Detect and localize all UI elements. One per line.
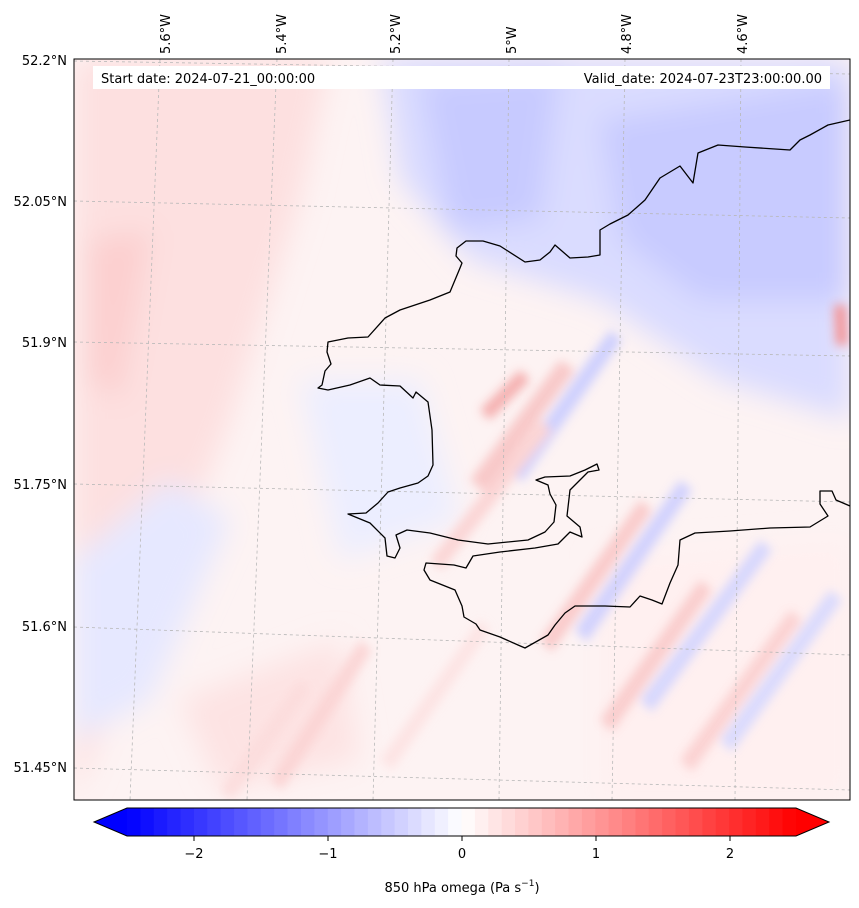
lat-label: 52.2°N: [22, 54, 67, 69]
colorbar-title: 850 hPa omega (Pa s−1): [384, 879, 539, 896]
colorbar-cells: [127, 808, 797, 836]
longitude-labels: 5.6°W 5.4°W 5.2°W 5°W 4.8°W 4.6°W: [159, 14, 751, 54]
colorbar-cell: [742, 808, 757, 836]
latitude-labels: 52.2°N 52.05°N 51.9°N 51.75°N 51.6°N 51.…: [14, 54, 67, 776]
colorbar-extend-low: [94, 808, 127, 836]
colorbar-tick-label: −1: [318, 847, 337, 862]
colorbar-cell: [381, 808, 396, 836]
colorbar-cell: [755, 808, 770, 836]
lat-label: 51.9°N: [22, 336, 67, 351]
colorbar-cell: [568, 808, 583, 836]
colorbar-cell: [434, 808, 449, 836]
colorbar-cell: [688, 808, 703, 836]
colorbar-cell: [675, 808, 690, 836]
colorbar-cell: [595, 808, 610, 836]
lon-label: 4.6°W: [736, 14, 751, 54]
lat-label: 52.05°N: [14, 195, 67, 210]
colorbar-cell: [127, 808, 141, 836]
colorbar-cell: [274, 808, 289, 836]
colorbar-cell: [193, 808, 208, 836]
colorbar-cell: [488, 808, 503, 836]
colorbar-tick-label: −2: [184, 847, 203, 862]
colorbar-cell: [648, 808, 663, 836]
colorbar-cell: [314, 808, 329, 836]
colorbar-cell: [448, 808, 463, 836]
colorbar-cell: [247, 808, 262, 836]
lon-label: 5.2°W: [389, 14, 404, 54]
colorbar-cell: [729, 808, 744, 836]
colorbar-cell: [260, 808, 275, 836]
colorbar-cell: [153, 808, 168, 836]
colorbar-cell: [180, 808, 195, 836]
colorbar-cell: [555, 808, 570, 836]
colorbar-cell: [207, 808, 222, 836]
valid-date-label: Valid_date: 2024-07-23T23:00:00.00: [584, 72, 822, 87]
colorbar-cell: [608, 808, 623, 836]
colorbar-cell: [528, 808, 543, 836]
colorbar-tick-label: 1: [592, 847, 600, 862]
colorbar-cell: [515, 808, 529, 836]
colorbar-tick-label: 0: [458, 847, 466, 862]
colorbar-cell: [662, 808, 677, 836]
colorbar-ticks: −2 −1 0 1 2: [184, 836, 734, 862]
colorbar-cell: [327, 808, 342, 836]
colorbar-cell: [421, 808, 436, 836]
colorbar-cell: [341, 808, 356, 836]
lat-label: 51.75°N: [14, 478, 67, 493]
lon-label: 5°W: [505, 26, 520, 54]
colorbar-cell: [367, 808, 382, 836]
colorbar-cell: [354, 808, 369, 836]
colorbar-cell: [622, 808, 637, 836]
colorbar-extend-high: [796, 808, 829, 836]
colorbar-cell: [394, 808, 409, 836]
lon-label: 5.6°W: [159, 14, 174, 54]
colorbar-cell: [715, 808, 730, 836]
colorbar-cell: [702, 808, 717, 836]
colorbar-outline: [92, 807, 831, 837]
colorbar: −2 −1 0 1 2 850 hPa omega (Pa s−1): [92, 807, 831, 896]
header-box: [93, 66, 830, 89]
colorbar-cell: [501, 808, 516, 836]
colorbar-cell: [581, 808, 596, 836]
colorbar-cell: [461, 808, 476, 836]
map-gridlines: [74, 59, 850, 800]
lon-label: 5.4°W: [275, 14, 290, 54]
colorbar-cell: [407, 808, 422, 836]
lon-label: 4.8°W: [620, 14, 635, 54]
colorbar-cell: [140, 808, 155, 836]
colorbar-cell: [541, 808, 556, 836]
colorbar-cell: [474, 808, 489, 836]
omega-field: [74, 59, 850, 800]
colorbar-cell: [287, 808, 302, 836]
start-date-label: Start date: 2024-07-21_00:00:00: [101, 72, 315, 87]
lat-label: 51.6°N: [22, 620, 67, 635]
colorbar-tick-label: 2: [726, 847, 734, 862]
colorbar-cell: [782, 808, 797, 836]
colorbar-cell: [234, 808, 249, 836]
colorbar-cell: [769, 808, 784, 836]
coastline: [317, 119, 850, 649]
map-frame: [73, 58, 851, 801]
colorbar-cell: [635, 808, 650, 836]
lat-label: 51.45°N: [14, 761, 67, 776]
colorbar-cell: [220, 808, 235, 836]
colorbar-cell: [300, 808, 315, 836]
colorbar-cell: [167, 808, 182, 836]
